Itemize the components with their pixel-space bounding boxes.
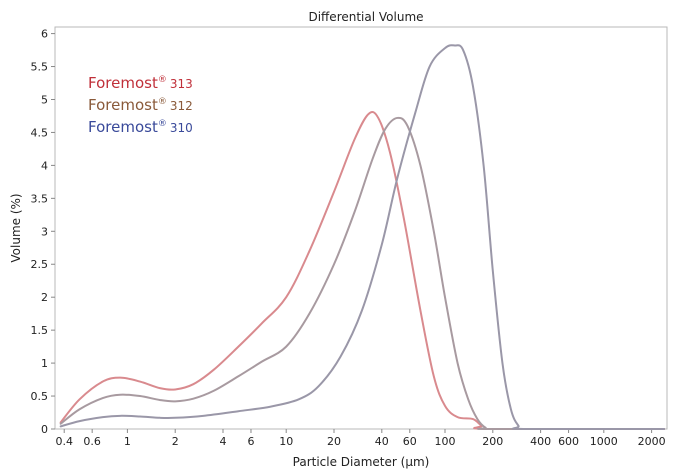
x-axis-label: Particle Diameter (µm) (293, 455, 430, 469)
series-line-313 (59, 111, 666, 431)
y-axis-label: Volume (%) (9, 193, 23, 262)
series-lines (59, 44, 666, 431)
x-tick-label: 0.6 (83, 435, 101, 448)
x-tick-label: 0.4 (55, 435, 73, 448)
y-tick-label: 3 (41, 225, 48, 238)
legend: Foremost® 313 Foremost® 312 Foremost® 310 (88, 74, 193, 136)
x-axis: 0.4 0.6 1 2 4 6 10 20 40 60 100 200 400 600 1000 2000 (55, 429, 666, 448)
x-tick-label: 600 (558, 435, 579, 448)
y-tick-label: 5.5 (31, 61, 49, 74)
y-axis: 0 0.5 1 1.5 2 2.5 3 3.5 4 4.5 5 5.5 6 (31, 28, 55, 436)
y-tick-label: 4 (41, 159, 48, 172)
legend-entry-313: Foremost® 313 (88, 74, 193, 92)
y-tick-label: 3.5 (31, 192, 49, 205)
x-tick-label: 2000 (638, 435, 666, 448)
x-tick-label: 40 (375, 435, 389, 448)
x-tick-label: 400 (530, 435, 551, 448)
x-tick-label: 4 (220, 435, 227, 448)
y-tick-label: 1.5 (31, 324, 49, 337)
y-tick-label: 2 (41, 291, 48, 304)
y-tick-label: 5 (41, 93, 48, 106)
x-tick-label: 100 (435, 435, 456, 448)
x-tick-label: 10 (279, 435, 293, 448)
series-line-312 (59, 116, 666, 431)
x-tick-label: 1 (124, 435, 131, 448)
legend-entry-310: Foremost® 310 (88, 118, 193, 136)
y-tick-label: 2.5 (31, 258, 49, 271)
x-tick-label: 6 (247, 435, 254, 448)
chart-title: Differential Volume (308, 10, 423, 24)
legend-entry-312: Foremost® 312 (88, 96, 193, 114)
plot-area (54, 26, 668, 430)
x-tick-label: 60 (403, 435, 417, 448)
x-tick-label: 1000 (590, 435, 618, 448)
y-tick-label: 6 (41, 28, 48, 41)
x-tick-label: 2 (172, 435, 179, 448)
series-line-310 (59, 44, 666, 431)
y-tick-label: 4.5 (31, 126, 49, 139)
x-tick-label: 200 (482, 435, 503, 448)
y-tick-label: 1 (41, 357, 48, 370)
y-tick-label: 0.5 (31, 390, 49, 403)
y-tick-label: 0 (41, 423, 48, 436)
x-tick-label: 20 (327, 435, 341, 448)
